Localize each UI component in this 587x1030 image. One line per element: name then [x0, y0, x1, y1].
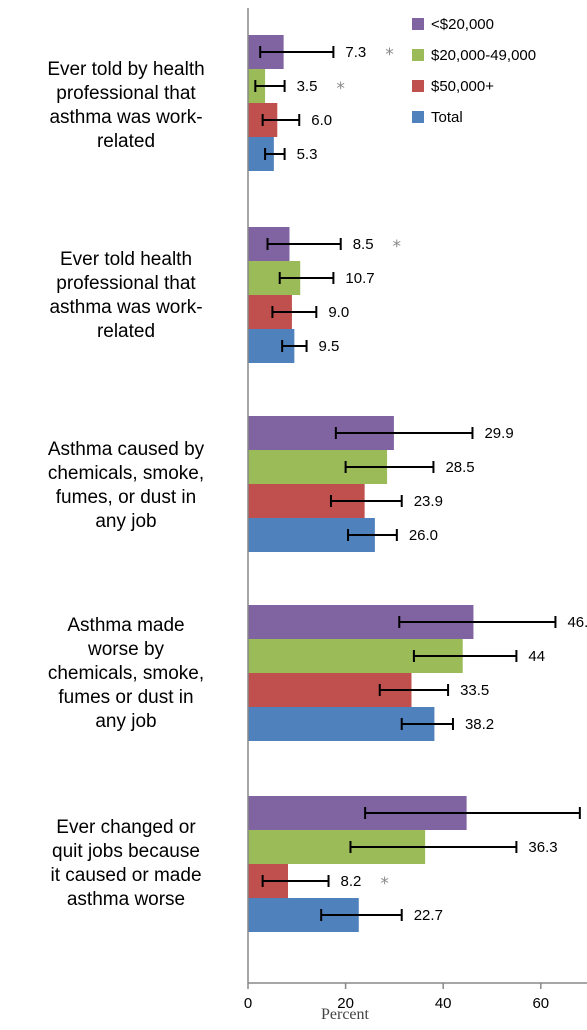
legend-swatch	[412, 49, 424, 61]
error-bar	[398, 616, 557, 628]
error-bar	[400, 718, 454, 730]
data-label: 7.3	[345, 44, 366, 61]
category-label-line: related	[97, 131, 155, 152]
legend-swatch	[412, 111, 424, 123]
legend: <$20,000 $20,000-49,000 $50,000+ Total	[412, 16, 536, 126]
category-label-line: related	[97, 321, 155, 342]
x-tick-label: 0	[244, 995, 252, 1012]
data-label: 3.5	[297, 78, 318, 95]
category-label-line: Ever changed or	[56, 817, 196, 838]
error-bar	[254, 80, 286, 92]
category-label-line: it caused or made	[50, 865, 201, 886]
error-bar	[259, 46, 335, 58]
error-bar	[334, 427, 474, 439]
data-label: 9.0	[328, 304, 349, 321]
error-bar	[364, 807, 581, 819]
error-bar	[266, 238, 342, 250]
category-label-line: Asthma caused by	[48, 439, 205, 460]
data-label: 26.0	[409, 527, 438, 544]
category-label-line: fumes, or dust in	[56, 487, 196, 508]
error-bar	[278, 272, 335, 284]
legend-swatch	[412, 80, 424, 92]
error-bar	[261, 875, 330, 887]
x-tick-label: 20	[337, 995, 354, 1012]
error-bar	[320, 909, 403, 921]
data-label: 33.5	[460, 682, 489, 699]
x-axis-title: Percent	[321, 1006, 370, 1023]
error-bar	[378, 684, 450, 696]
category-label: Asthma made worse by chemicals, smoke, fume…	[48, 615, 204, 732]
error-bar	[271, 306, 318, 318]
legend-label: $20,000-49,000	[431, 47, 536, 64]
category-label: Ever changed or quit jobs because it cause…	[50, 817, 201, 910]
error-bar	[349, 841, 518, 853]
category-label-line: asthma was work-	[49, 297, 202, 318]
category-label-line: chemicals, smoke,	[48, 663, 204, 684]
legend-label: Total	[431, 109, 463, 126]
category-label-line: quit jobs because	[52, 841, 200, 862]
error-bar	[344, 461, 435, 473]
category-label-line: fumes or dust in	[58, 687, 193, 708]
error-bar	[347, 529, 398, 541]
category-label-line: Ever told health	[60, 249, 192, 270]
category-label-line: Asthma made	[67, 615, 184, 636]
category-label: Ever told health professional that asthma …	[49, 249, 202, 342]
error-bar	[329, 495, 403, 507]
category-label-line: Ever told by health	[47, 59, 204, 80]
error-bar	[281, 340, 308, 352]
x-axis: 020406080	[244, 8, 587, 1012]
data-label: 29.9	[484, 425, 513, 442]
category-label-line: chemicals, smoke,	[48, 463, 204, 484]
x-tick-label: 60	[532, 995, 549, 1012]
category-label-line: any job	[95, 711, 156, 732]
data-label: 22.7	[414, 907, 443, 924]
data-label: 28.5	[445, 459, 474, 476]
category-label-line: asthma was work-	[49, 107, 202, 128]
data-label: 6.0	[311, 112, 332, 129]
significance-flag: *	[336, 79, 345, 99]
significance-flag: *	[393, 237, 402, 257]
category-label-line: professional that	[56, 273, 196, 294]
bars-layer	[248, 35, 581, 932]
data-label: 36.3	[528, 839, 557, 856]
error-bar	[261, 114, 301, 126]
error-bar	[264, 148, 286, 160]
labels-layer: Ever told by health professional that asth…	[47, 44, 587, 924]
x-tick-label: 40	[435, 995, 452, 1012]
significance-flag: *	[380, 874, 389, 894]
data-label: 44	[528, 648, 545, 665]
legend-swatch	[412, 18, 424, 30]
data-label: 8.5	[353, 236, 374, 253]
category-label: Asthma caused by chemicals, smoke, fumes, …	[48, 439, 205, 532]
data-label: 10.7	[345, 270, 374, 287]
data-label: 8.2	[341, 873, 362, 890]
data-label: 9.5	[319, 338, 340, 355]
category-label: Ever told by health professional that asth…	[47, 59, 204, 152]
data-label: 23.9	[414, 493, 443, 510]
error-bar	[412, 650, 518, 662]
significance-flag: *	[385, 45, 394, 65]
category-label-line: worse by	[87, 639, 165, 660]
legend-label: $50,000+	[431, 78, 494, 95]
category-label-line: professional that	[56, 83, 196, 104]
data-label: 5.3	[297, 146, 318, 163]
legend-label: <$20,000	[431, 16, 494, 33]
category-label-line: asthma worse	[67, 889, 185, 910]
category-label-line: any job	[95, 511, 156, 532]
data-label: 38.2	[465, 716, 494, 733]
data-label: 46.2	[567, 614, 587, 631]
